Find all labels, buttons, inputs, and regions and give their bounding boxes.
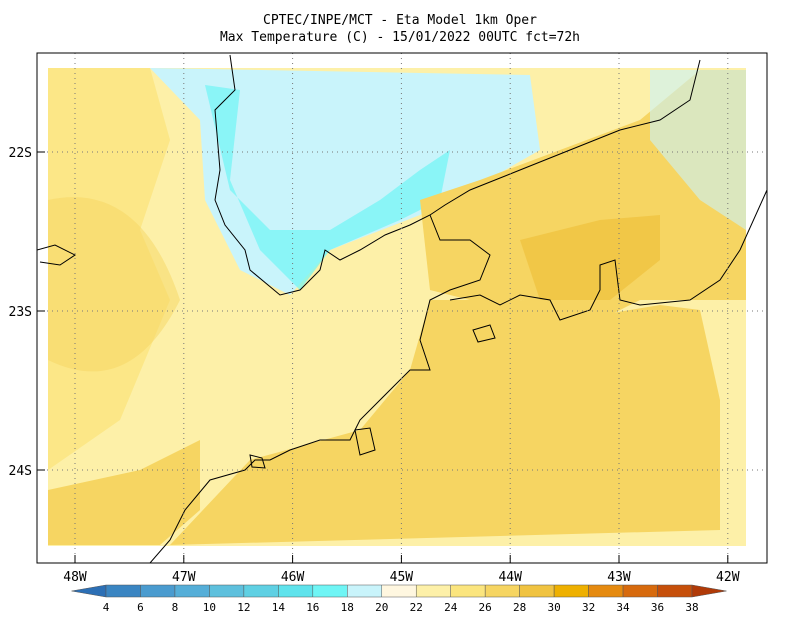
colorbar-segment bbox=[588, 584, 624, 598]
colorbar-segment bbox=[312, 584, 348, 598]
colorbar-segment bbox=[381, 584, 417, 598]
field-patch bbox=[48, 197, 180, 372]
lon-label: 42W bbox=[716, 570, 740, 585]
lon-label: 45W bbox=[390, 570, 414, 585]
lon-label: 48W bbox=[63, 570, 87, 585]
colorbar-label: 26 bbox=[479, 601, 492, 614]
colorbar-label: 34 bbox=[616, 601, 630, 614]
colorbar-segment bbox=[450, 584, 486, 598]
colorbar-segment bbox=[553, 584, 589, 598]
title-line: Max Temperature (C) - 15/01/2022 00UTC f… bbox=[220, 30, 580, 45]
lon-label: 44W bbox=[498, 570, 522, 585]
lat-label: 22S bbox=[9, 146, 32, 161]
colorbar-label: 28 bbox=[513, 601, 526, 614]
colorbar-label: 32 bbox=[582, 601, 595, 614]
lon-label: 43W bbox=[607, 570, 631, 585]
lat-label: 23S bbox=[9, 305, 32, 320]
colorbar-label: 16 bbox=[306, 601, 319, 614]
colorbar-segment bbox=[105, 584, 141, 598]
coastline bbox=[37, 54, 767, 563]
field-warm bbox=[48, 440, 200, 545]
field-cool bbox=[150, 68, 540, 295]
graticule bbox=[37, 53, 767, 563]
colorbar-label: 36 bbox=[651, 601, 664, 614]
colorbar-label: 12 bbox=[237, 601, 250, 614]
colorbar-label: 14 bbox=[272, 601, 286, 614]
lon-label: 47W bbox=[172, 570, 196, 585]
field-cool bbox=[205, 85, 450, 290]
colorbar-label: 10 bbox=[203, 601, 216, 614]
colorbar-segment bbox=[484, 584, 520, 598]
colorbar-segment bbox=[140, 584, 176, 598]
field-ocean bbox=[170, 300, 720, 545]
colorbar-label: 8 bbox=[172, 601, 179, 614]
field-warm bbox=[520, 215, 660, 300]
temperature-field bbox=[37, 53, 767, 563]
colorbar-label: 4 bbox=[103, 601, 110, 614]
colorbar-segment bbox=[209, 584, 245, 598]
colorbar-segment bbox=[691, 584, 727, 598]
colorbar-segment bbox=[415, 584, 451, 598]
colorbar-label: 22 bbox=[410, 601, 423, 614]
colorbar-segment bbox=[278, 584, 314, 598]
lat-label: 24S bbox=[9, 464, 32, 479]
map-frame bbox=[36, 52, 768, 564]
colorbar-segment bbox=[174, 584, 210, 598]
colorbar-segment bbox=[347, 584, 383, 598]
colorbar-segment bbox=[519, 584, 555, 598]
title-line: CPTEC/INPE/MCT - Eta Model 1km Oper bbox=[263, 13, 537, 28]
lon-label: 46W bbox=[281, 570, 305, 585]
colorbar-label: 20 bbox=[375, 601, 388, 614]
colorbar-label: 6 bbox=[137, 601, 144, 614]
colorbar-label: 38 bbox=[685, 601, 698, 614]
colorbar-segment bbox=[243, 584, 279, 598]
colorbar-label: 24 bbox=[444, 601, 458, 614]
colorbar-label: 18 bbox=[341, 601, 354, 614]
colorbar-label: 30 bbox=[547, 601, 560, 614]
field-cool bbox=[650, 70, 746, 230]
colorbar-segment bbox=[657, 584, 693, 598]
colorbar-segment bbox=[71, 584, 107, 598]
colorbar-segment bbox=[622, 584, 658, 598]
colorbar: 4 6 8 10 12 14 16 18 20 22 24 26 28 30 32 34 36 38 bbox=[71, 584, 727, 614]
